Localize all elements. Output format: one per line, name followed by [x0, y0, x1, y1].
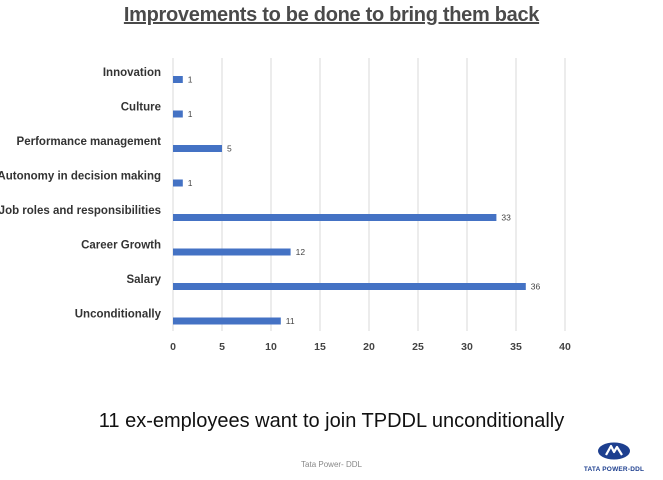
data-label: 1: [188, 75, 193, 85]
data-label: 33: [501, 213, 511, 223]
category-label: Culture: [121, 102, 161, 114]
data-label: 5: [227, 144, 232, 154]
bar: [173, 110, 183, 118]
data-label: 36: [531, 282, 541, 292]
bar: [173, 214, 497, 221]
category-label: Unconditionally: [75, 309, 162, 321]
bar: [173, 283, 526, 290]
bars: [173, 76, 526, 325]
x-tick-label: 5: [219, 341, 225, 353]
grid-lines: [172, 58, 566, 331]
data-label: 1: [188, 178, 193, 188]
category-label: Innovation: [103, 67, 161, 79]
bar: [173, 145, 222, 152]
data-label: 1: [188, 109, 193, 119]
x-tick-label: 20: [363, 341, 375, 353]
bar: [173, 248, 291, 256]
category-label: Salary: [126, 274, 161, 286]
data-label: 11: [286, 316, 295, 326]
slide-caption: 11 ex-employees want to join TPDDL uncon…: [98, 410, 565, 432]
x-tick-label: 25: [412, 341, 424, 353]
x-tick-labels: 0 5 10 15 20 25 30 35 40: [170, 341, 571, 353]
category-label: Autonomy in decision making: [0, 171, 161, 183]
brand-text: TATA POWER-DDL: [583, 466, 645, 473]
x-tick-label: 10: [265, 341, 277, 353]
slide-title: Improvements to be done to bring them ba…: [123, 4, 540, 26]
category-label: Career Growth: [81, 240, 161, 252]
brand-logo: TATA POWER-DDL: [579, 442, 649, 473]
category-labels: Innovation Culture Performance management A…: [0, 67, 162, 321]
bar: [173, 317, 281, 325]
data-label: 12: [296, 247, 306, 257]
bar: [173, 76, 183, 83]
x-tick-label: 15: [314, 341, 326, 353]
x-tick-label: 0: [170, 341, 176, 353]
x-tick-label: 40: [559, 341, 571, 353]
x-tick-label: 30: [461, 341, 473, 353]
category-label: Job roles and responsibilities: [0, 205, 161, 217]
x-tick-label: 35: [510, 341, 522, 353]
bar-chart: Innovation Culture Performance management A…: [0, 58, 571, 353]
category-label: Performance management: [17, 136, 162, 148]
tata-power-logo-icon: [598, 442, 630, 460]
footer-text: Tata Power- DDL: [301, 460, 362, 469]
bar: [173, 179, 183, 187]
